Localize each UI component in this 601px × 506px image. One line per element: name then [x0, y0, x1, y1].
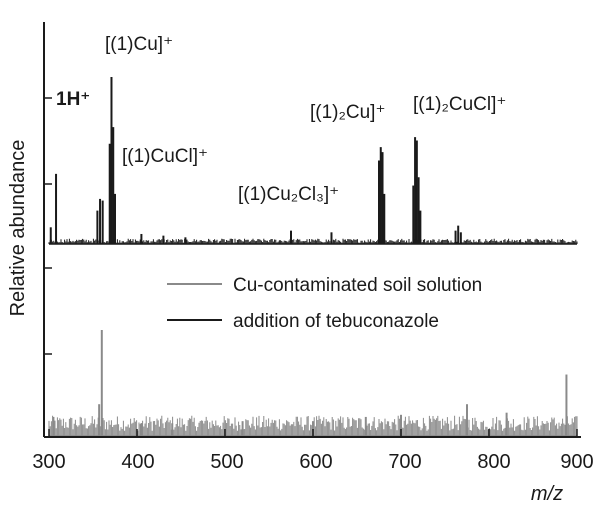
series-line-soil-solution — [48, 330, 578, 437]
legend-label-tebuconazole: addition of tebuconazole — [233, 311, 439, 332]
x-axis-label: m/z — [531, 483, 563, 505]
x-tick-label: 600 — [299, 451, 332, 473]
x-tick-label: 400 — [121, 451, 154, 473]
legend-label-soil: Cu-contaminated soil solution — [233, 275, 482, 296]
annotation-1cucl: [(1)CuCl]⁺ — [122, 146, 208, 167]
annotation-1-2cucl: [(1)₂CuCl]⁺ — [413, 94, 506, 115]
annotation-1cu: [(1)Cu]⁺ — [105, 34, 173, 55]
annotation-1h: 1H⁺ — [56, 89, 90, 110]
y-axis-label: Relative abundance — [7, 140, 29, 317]
x-tick-label: 800 — [477, 451, 510, 473]
x-tick-label: 300 — [32, 451, 65, 473]
x-tick-label: 500 — [210, 451, 243, 473]
annotation-1cu2cl3: [(1)Cu₂Cl₃]⁺ — [238, 184, 339, 205]
x-axis-ticks — [48, 429, 578, 437]
series-line-tebuconazole — [48, 77, 578, 245]
series-baseline-noise — [48, 238, 578, 244]
x-tick-label: 700 — [388, 451, 421, 473]
x-tick-label: 900 — [560, 451, 593, 473]
annotation-1-2cu: [(1)₂Cu]⁺ — [310, 102, 385, 123]
legend: Cu-contaminated soil solution addition o… — [167, 275, 482, 332]
